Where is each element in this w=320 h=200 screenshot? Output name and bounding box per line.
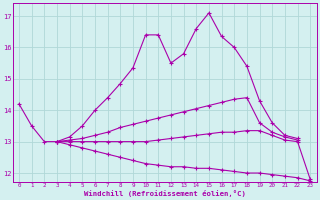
X-axis label: Windchill (Refroidissement éolien,°C): Windchill (Refroidissement éolien,°C) [84, 190, 245, 197]
